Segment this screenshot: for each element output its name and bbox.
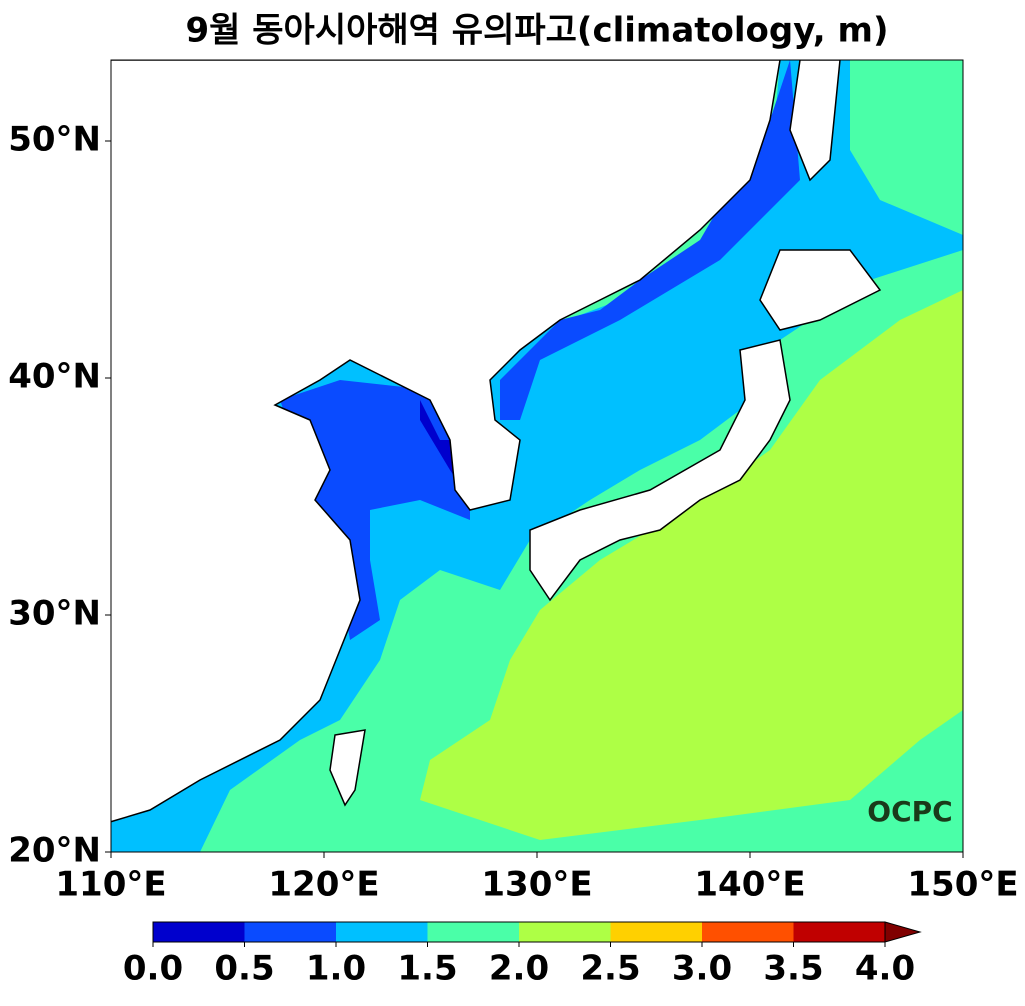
colorbar-tick-label: 3.0 [672,949,732,989]
colorbar-tick-label: 0.0 [123,949,183,989]
colorbar-tick-label: 1.5 [397,949,457,989]
y-tick-label: 50°N [8,120,101,160]
colorbar-tick-label: 0.5 [214,949,274,989]
map-area [111,60,963,852]
colorbar-tick-label: 1.0 [306,949,366,989]
colorbar-segment [610,922,702,942]
land [759,249,882,331]
colorbar-tick-label: 2.0 [489,949,549,989]
colorbar-segment [793,922,885,942]
x-tick-label: 130°E [481,865,592,905]
colorbar-segment [427,922,519,942]
colorbar-segment [153,922,245,942]
x-tick-label: 150°E [907,865,1018,905]
logo: OCPC [867,795,952,828]
sea-band [500,60,800,420]
y-tick-label: 40°N [8,357,101,397]
colorbar-segment [336,922,428,942]
land [111,60,781,823]
land [789,60,841,182]
colorbar-segment [244,922,336,942]
y-tick-label: 30°N [8,594,101,634]
x-tick-label: 110°E [55,865,166,905]
land [529,339,791,602]
sea-band [280,380,470,640]
colorbar-tick-label: 4.0 [855,949,915,989]
colorbar-extend [884,921,922,943]
y-tick-label: 20°N [8,831,101,871]
x-tick-label: 120°E [268,865,379,905]
colorbar-segment [519,922,611,942]
colorbar-segment [702,922,794,942]
colorbar-tick-label: 3.5 [763,949,823,989]
colorbar-tick-label: 2.5 [580,949,640,989]
title: 9월 동아시아해역 유의파고(climatology, m) [186,11,889,51]
sea-band [420,290,963,840]
land [329,729,366,807]
x-tick-label: 140°E [694,865,805,905]
